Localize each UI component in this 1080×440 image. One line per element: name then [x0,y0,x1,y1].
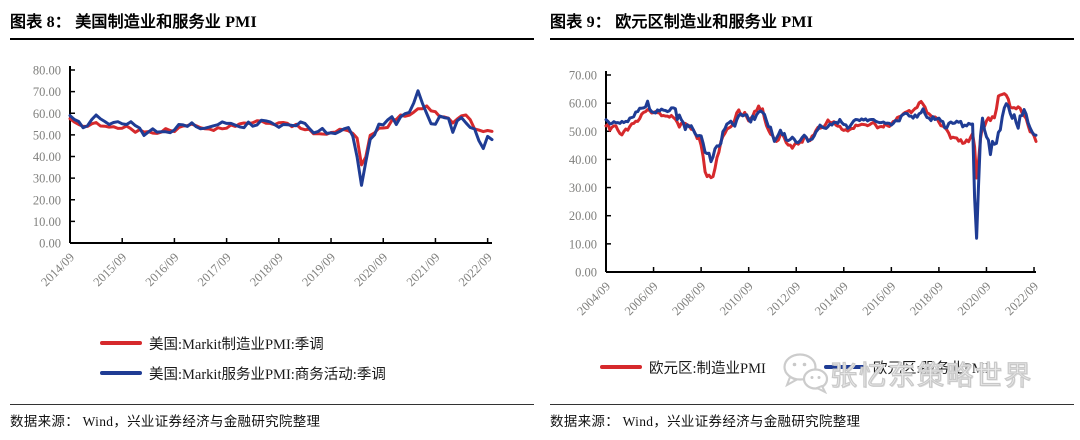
svg-text:10.00: 10.00 [33,215,61,229]
eurozone-panel-title: 图表 9： 欧元区制造业和服务业 PMI [550,8,1074,40]
svg-text:2014/09: 2014/09 [38,250,77,289]
blue-line-swatch-icon [100,371,142,375]
svg-text:30.00: 30.00 [569,181,597,195]
legend-item-us-services: 美国:Markit服务业PMI:商务活动:季调 [100,358,386,388]
svg-text:10.00: 10.00 [569,237,597,251]
red-line-swatch-icon [600,365,642,369]
svg-text:2022/09: 2022/09 [1002,279,1041,318]
svg-text:2008/09: 2008/09 [669,279,708,318]
watermark-text: 张忆东策略世界 [829,360,1033,391]
svg-text:2017/09: 2017/09 [195,250,234,289]
svg-text:20.00: 20.00 [569,209,597,223]
eurozone-pmi-chart: 0.00 10.00 20.00 30.00 40.00 50.00 60.00 70.00 2… [569,69,1041,319]
watermark: 张忆东策略世界 [782,352,1033,394]
blue-line-swatch-icon [823,365,866,369]
svg-text:50.00: 50.00 [569,125,597,139]
red-line-swatch-icon [100,341,142,345]
svg-text:2014/09: 2014/09 [812,279,851,318]
svg-text:2021/09: 2021/09 [404,250,443,289]
svg-text:50.00: 50.00 [33,128,61,142]
svg-text:2016/09: 2016/09 [860,279,899,318]
legend-label: 美国:Markit制造业PMI:季调 [149,336,324,353]
eurozone-source-box: 数据来源： Wind，兴业证券经济与金融研究院整理 [550,404,1074,430]
svg-text:40.00: 40.00 [569,153,597,167]
legend-item-ez-services: 欧元区:服务业PMI [823,356,990,378]
svg-text:20.00: 20.00 [33,193,61,207]
svg-text:2016/09: 2016/09 [143,250,182,289]
us-pmi-chart: 0.00 10.00 20.00 30.00 40.00 50.00 60.00 70.00 8… [33,64,495,290]
svg-text:2004/09: 2004/09 [574,279,613,318]
svg-text:0.00: 0.00 [575,266,597,280]
svg-text:70.00: 70.00 [569,69,597,83]
svg-text:2018/09: 2018/09 [247,250,286,289]
us-panel-title: 图表 8： 美国制造业和服务业 PMI [10,8,534,40]
svg-text:2006/09: 2006/09 [622,279,661,318]
svg-text:2010/09: 2010/09 [717,279,756,318]
legend-item-us-manufacturing: 美国:Markit制造业PMI:季调 [100,328,386,358]
wechat-icon [783,353,829,394]
us-legend: 美国:Markit制造业PMI:季调 美国:Markit服务业PMI:商务活动:… [100,328,386,388]
svg-text:2018/09: 2018/09 [907,279,946,318]
source-text: 数据来源： Wind，兴业证券经济与金融研究院整理 [10,414,321,429]
legend-label: 欧元区:制造业PMI [649,360,766,377]
legend-label: 欧元区:服务业PMI [872,360,990,377]
svg-text:40.00: 40.00 [33,150,61,164]
svg-text:70.00: 70.00 [33,85,61,99]
svg-text:80.00: 80.00 [33,64,61,78]
legend-label: 美国:Markit服务业PMI:商务活动:季调 [149,366,386,383]
svg-text:60.00: 60.00 [33,107,61,121]
us-pmi-panel: 图表 8： 美国制造业和服务业 PMI 0.00 10.00 20.00 30.00 4… [10,8,534,430]
source-text: 数据来源： Wind，兴业证券经济与金融研究院整理 [550,414,861,429]
eurozone-pmi-panel: 图表 9： 欧元区制造业和服务业 PMI 0.00 10.00 20.00 30.00… [540,0,1080,440]
svg-text:30.00: 30.00 [33,172,61,186]
svg-text:2020/09: 2020/09 [351,250,390,289]
svg-text:2012/09: 2012/09 [764,279,803,318]
svg-text:60.00: 60.00 [569,97,597,111]
eurozone-legend: 欧元区:制造业PMI 欧元区:服务业PMI [600,356,990,378]
legend-item-ez-manufacturing: 欧元区:制造业PMI [600,356,766,378]
svg-text:2015/09: 2015/09 [90,250,129,289]
svg-text:2019/09: 2019/09 [299,250,338,289]
us-source-box: 数据来源： Wind，兴业证券经济与金融研究院整理 [10,404,534,430]
svg-text:2020/09: 2020/09 [955,279,994,318]
svg-text:2022/09: 2022/09 [456,250,495,289]
svg-text:0.00: 0.00 [39,237,61,251]
